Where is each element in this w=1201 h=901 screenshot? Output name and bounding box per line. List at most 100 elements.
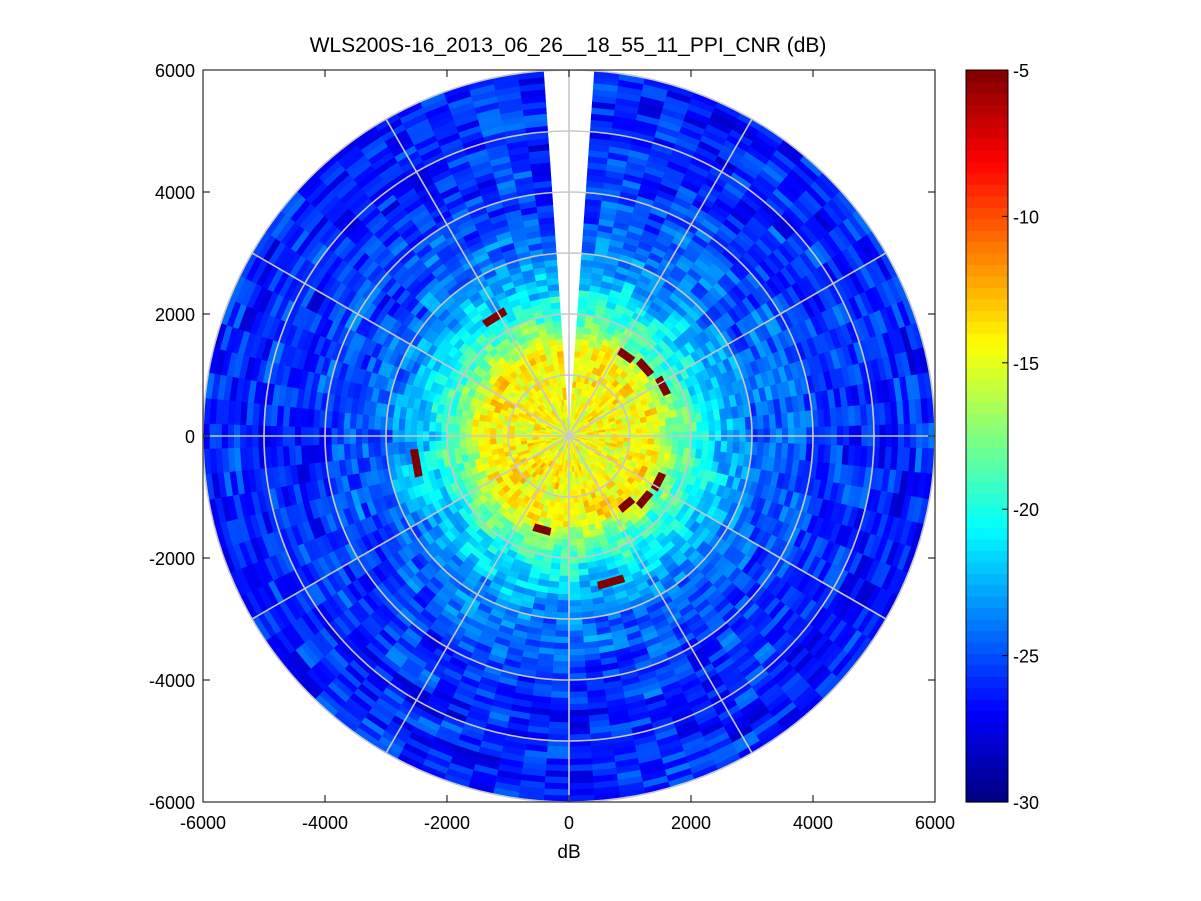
ppi-cell	[428, 420, 436, 432]
ppi-cell	[544, 776, 570, 785]
ppi-cell	[568, 727, 591, 736]
ppi-cell	[732, 417, 741, 431]
ppi-cell	[635, 428, 643, 434]
ppi-cell	[550, 691, 570, 699]
ppi-cell	[546, 752, 570, 760]
ppi-cell	[553, 538, 563, 546]
ppi-cell	[452, 423, 461, 433]
ppi-cell	[404, 441, 412, 454]
ppi-cell	[555, 526, 563, 534]
ppi-cell	[575, 526, 583, 534]
ppi-cell	[671, 424, 680, 433]
ppi-cell	[559, 563, 570, 571]
ppi-cell	[568, 697, 589, 705]
ppi-cell	[552, 544, 562, 552]
ppi-cell	[568, 593, 581, 602]
ppi-cell	[659, 425, 667, 434]
ppi-cell	[495, 442, 504, 450]
ppi-cell	[495, 438, 503, 444]
ppi-cell	[617, 429, 625, 435]
ppi-cell	[558, 581, 570, 589]
ppi-cell	[416, 419, 424, 432]
ppi-cell	[458, 424, 467, 433]
ppi-cell	[641, 438, 649, 445]
ppi-cell	[556, 599, 570, 608]
ppi-cell	[410, 419, 418, 431]
ppi-cell	[576, 320, 586, 328]
ppi-cell	[568, 533, 577, 541]
ppi-cell	[568, 660, 586, 669]
ppi-cell	[653, 438, 661, 446]
ppi-cell	[568, 526, 577, 534]
ppi-cell	[702, 420, 710, 432]
ppi-cell	[568, 606, 582, 614]
ppi-cell	[471, 438, 479, 447]
ppi-cell	[720, 419, 728, 431]
ppi-cell	[647, 438, 655, 446]
ppi-cell	[568, 508, 575, 516]
ppi-cell	[544, 770, 570, 778]
ppi-cell	[562, 520, 570, 528]
ppi-cell	[483, 426, 491, 434]
ppi-cell	[568, 581, 580, 589]
ppi-cell	[557, 587, 570, 595]
ppi-cell	[554, 636, 570, 644]
ppi-cell	[546, 746, 570, 754]
ppi-cell	[702, 440, 710, 452]
ppi-cell	[568, 563, 579, 571]
ppi-cell	[561, 533, 570, 541]
ppi-cell	[391, 441, 400, 455]
ppi-cell	[568, 587, 581, 595]
ppi-cell	[477, 438, 485, 446]
ppi-cell	[659, 438, 667, 447]
ppi-cell	[560, 545, 570, 553]
ppi-cell	[574, 514, 582, 522]
ppi-cell	[568, 642, 585, 650]
ppi-cell	[483, 443, 492, 452]
ppi-cell	[489, 427, 497, 434]
ppi-cell	[568, 569, 580, 577]
ppi-cell	[434, 421, 442, 432]
ppi-cell	[726, 441, 734, 454]
ppi-cell	[452, 439, 461, 449]
ppi-cell	[553, 642, 570, 650]
ppi-cell	[548, 721, 570, 730]
ppi-cell	[555, 520, 564, 528]
ppi-cell	[738, 441, 747, 455]
ppi-cell	[561, 539, 570, 547]
ppi-cell	[568, 630, 584, 638]
ppi-cell	[568, 752, 592, 760]
ppi-cell	[714, 419, 722, 432]
ppi-cell	[568, 709, 589, 717]
ppi-cell	[568, 648, 585, 656]
ppi-cell	[556, 606, 570, 614]
ppi-cell	[574, 344, 583, 352]
ppi-cell	[611, 430, 619, 435]
ppi-cell	[465, 439, 473, 448]
ppi-cell	[397, 417, 406, 431]
ppi-cell	[554, 630, 570, 638]
ppi-cell	[575, 332, 584, 340]
ppi-cell	[634, 422, 643, 430]
ppi-cell	[552, 660, 570, 669]
ppi-cell	[568, 715, 590, 724]
ppi-cell	[714, 440, 722, 453]
ppi-cell	[422, 440, 430, 452]
ppi-cell	[732, 441, 741, 455]
ppi-cell	[465, 424, 473, 433]
ppi-cell	[576, 544, 586, 552]
ppi-cell	[553, 648, 570, 656]
ppi-cell	[558, 569, 570, 577]
ppi-cell	[428, 440, 436, 452]
ppi-cell	[391, 417, 400, 431]
ppi-cell	[726, 418, 734, 431]
ppi-cell	[547, 727, 570, 736]
ppi-cell	[665, 424, 673, 433]
ppi-cell	[575, 326, 585, 334]
ppi-cell	[568, 703, 589, 711]
ppi-cell	[545, 758, 570, 766]
chart-title: WLS200S-16_2013_06_26__18_55_11_PPI_CNR …	[310, 34, 827, 57]
ppi-cell	[561, 526, 570, 534]
ppi-cell	[549, 709, 570, 717]
